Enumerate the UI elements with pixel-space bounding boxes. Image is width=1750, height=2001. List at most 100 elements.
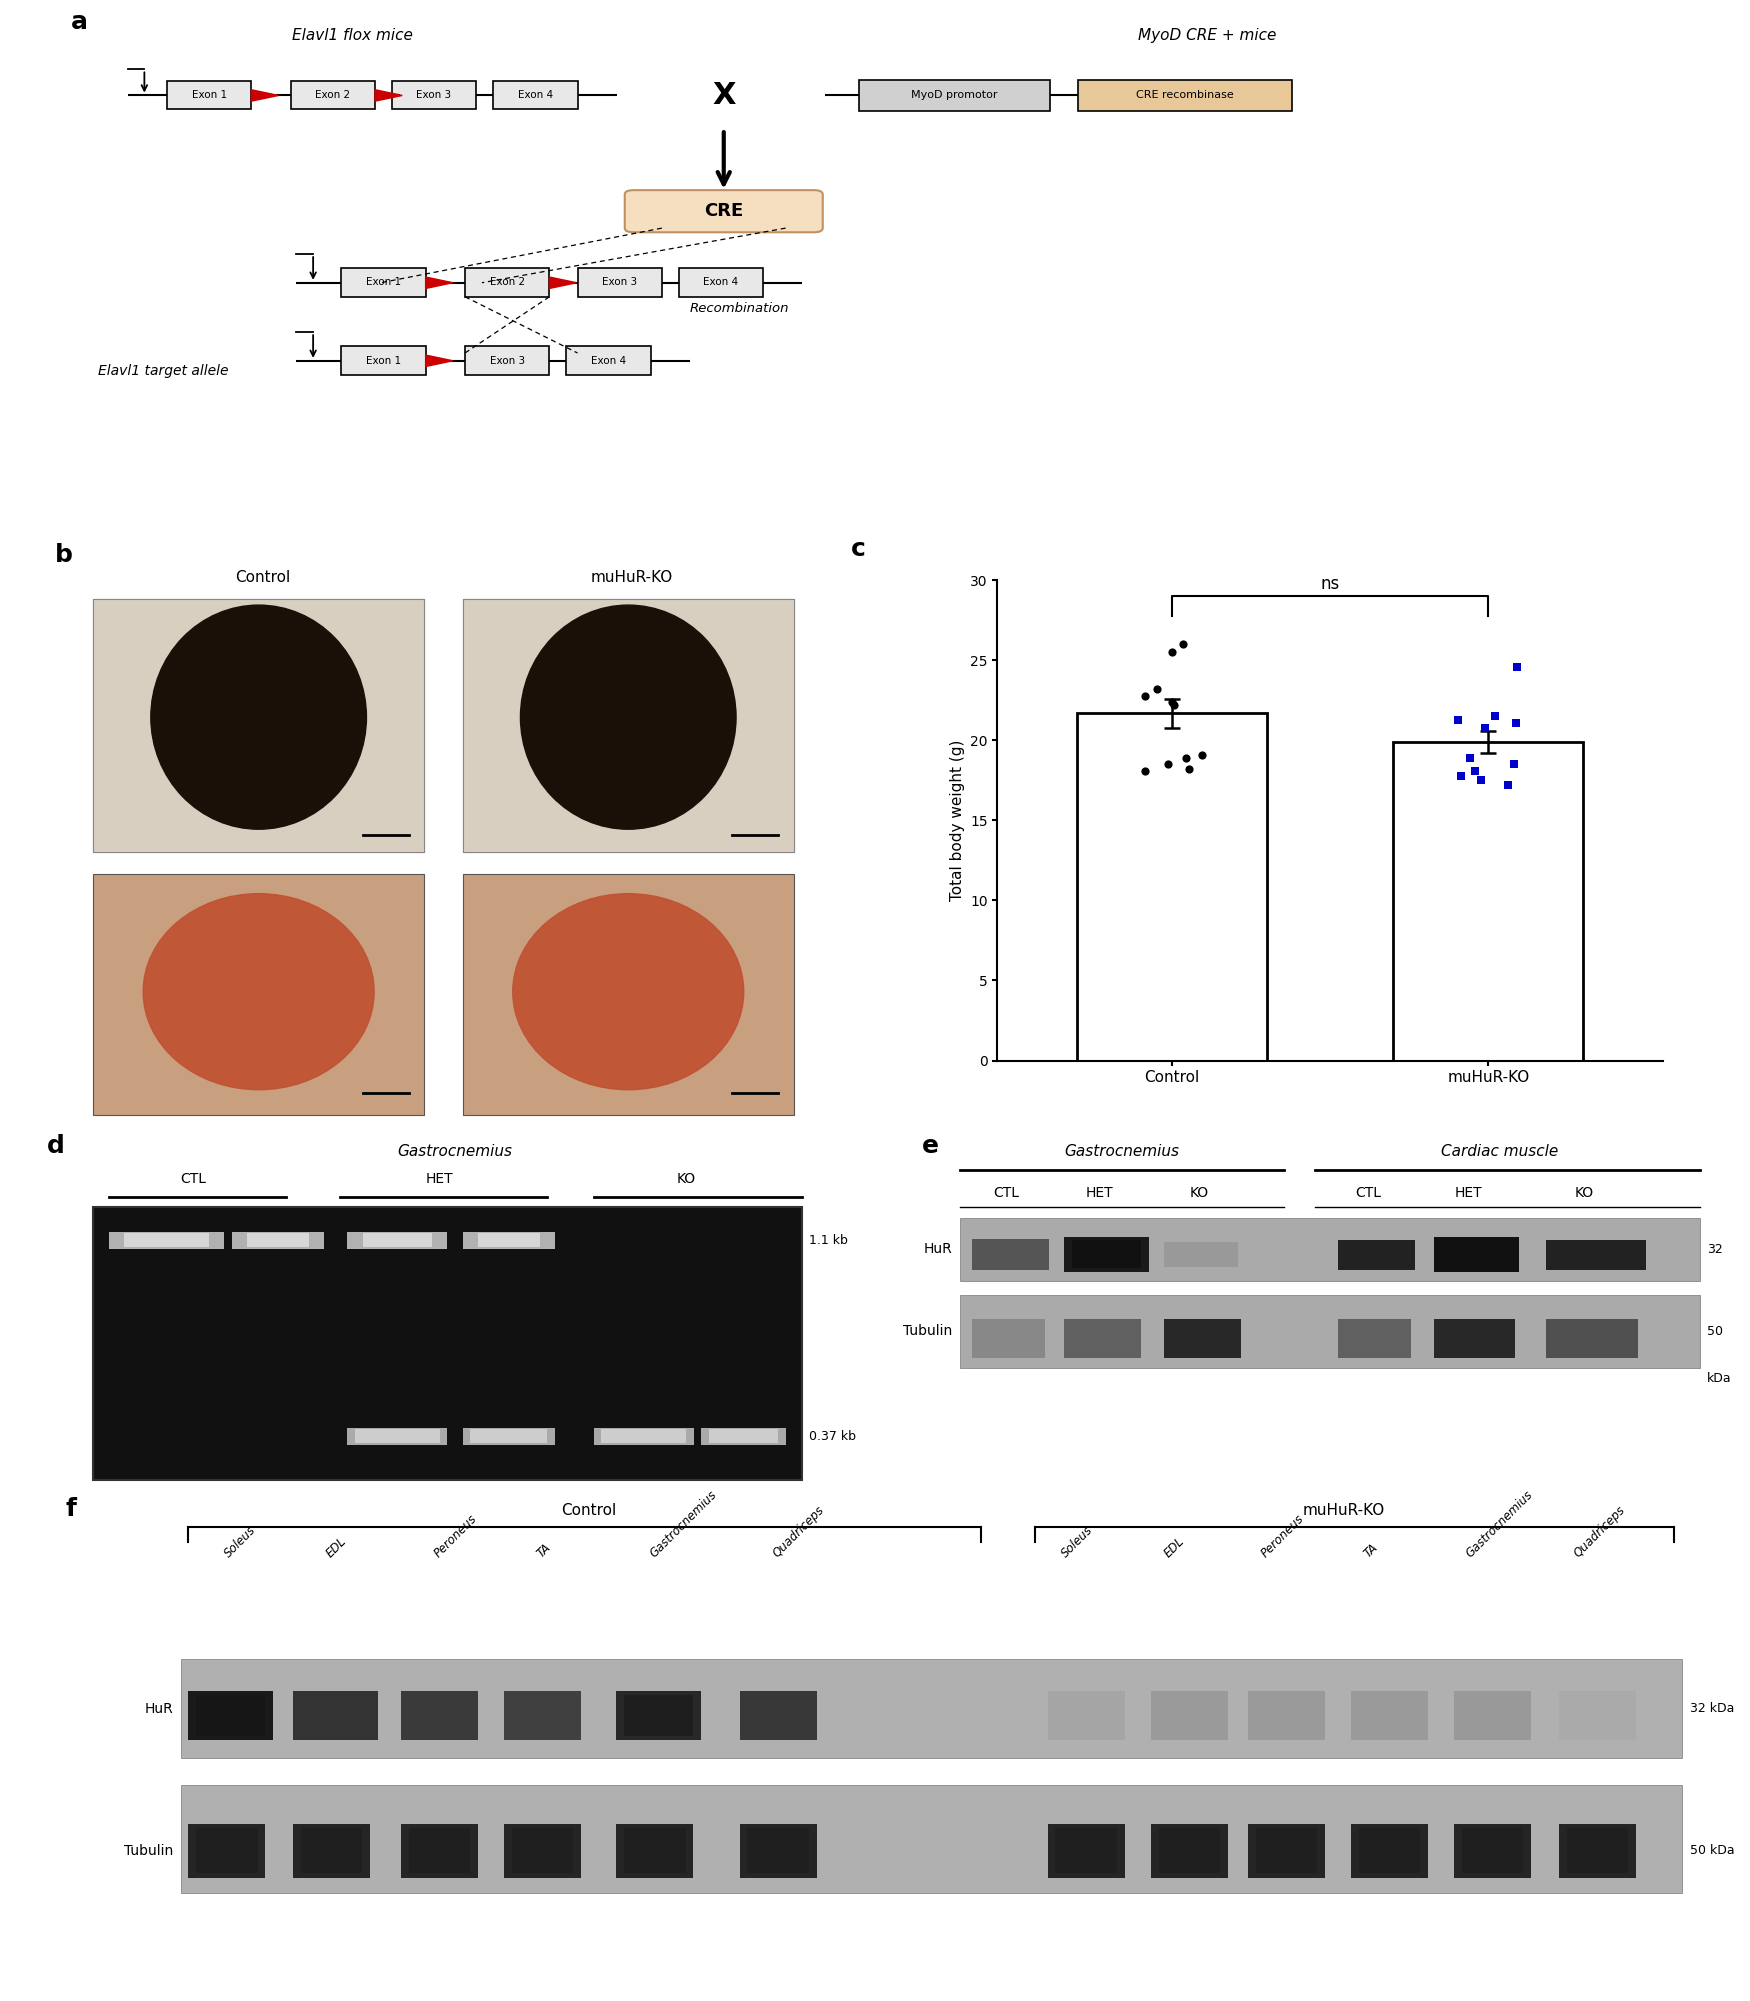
Text: Exon 1: Exon 1 (191, 90, 228, 100)
Bar (408, 1829, 471, 1873)
Bar (1078, 80, 1292, 110)
Bar (466, 268, 550, 296)
Bar (462, 1231, 555, 1249)
Text: CTL: CTL (1356, 1187, 1381, 1201)
Bar (740, 1823, 817, 1877)
Bar (93, 600, 424, 852)
Text: e: e (922, 1133, 940, 1157)
Ellipse shape (144, 894, 374, 1091)
Text: CTL: CTL (180, 1173, 206, 1187)
Text: EDL: EDL (1162, 1535, 1186, 1561)
Point (1130, 754, 1158, 786)
Bar (408, 1695, 471, 1735)
Point (1493, 768, 1521, 800)
Bar (1048, 1823, 1125, 1877)
Text: c: c (850, 536, 866, 560)
Bar (346, 1429, 448, 1445)
Text: Cardiac muscle: Cardiac muscle (1440, 1145, 1558, 1159)
Text: ns: ns (1320, 574, 1340, 592)
Point (1502, 706, 1530, 738)
Bar (1433, 1237, 1519, 1273)
Bar (478, 1233, 539, 1247)
Bar (616, 1823, 693, 1877)
Bar (511, 1695, 574, 1735)
Point (1461, 754, 1489, 786)
Bar (301, 1695, 369, 1735)
Bar (247, 1233, 308, 1247)
Y-axis label: Total body weight (g): Total body weight (g) (950, 740, 964, 900)
Bar (1545, 1319, 1638, 1357)
Bar (1064, 1319, 1141, 1357)
Point (1500, 748, 1528, 780)
Text: TA: TA (1362, 1541, 1381, 1561)
Bar (1351, 1691, 1428, 1741)
Bar (93, 874, 424, 1115)
Text: TA: TA (536, 1541, 555, 1561)
Text: a: a (72, 10, 88, 34)
Bar (1433, 1319, 1516, 1357)
Bar (180, 1659, 1682, 1759)
Text: HET: HET (425, 1173, 453, 1187)
Bar (93, 600, 424, 852)
Bar (740, 1691, 817, 1741)
Polygon shape (425, 276, 453, 288)
Point (1158, 686, 1186, 718)
Bar (341, 346, 425, 374)
Text: Control: Control (562, 1503, 616, 1517)
Bar (466, 346, 550, 374)
Bar (859, 80, 1050, 110)
Bar (462, 1429, 555, 1445)
Text: Recombination: Recombination (690, 302, 789, 316)
Bar (747, 1695, 808, 1735)
Point (1143, 672, 1171, 704)
Ellipse shape (150, 604, 366, 828)
Point (1153, 748, 1181, 780)
Text: Peroneus: Peroneus (1258, 1513, 1307, 1561)
Text: 32: 32 (1708, 1243, 1724, 1255)
Point (1480, 700, 1508, 732)
Text: Elavl1 flox mice: Elavl1 flox mice (292, 28, 413, 44)
Text: MyoD promotor: MyoD promotor (912, 90, 997, 100)
Text: Quadriceps: Quadriceps (1572, 1505, 1628, 1561)
Point (1169, 628, 1197, 660)
Bar (493, 80, 578, 110)
Bar (602, 1429, 686, 1443)
Text: Elavl1 target allele: Elavl1 target allele (98, 364, 229, 378)
Bar (196, 1695, 266, 1735)
Bar (189, 1823, 266, 1877)
Bar (1358, 1829, 1421, 1873)
Bar (1454, 1823, 1531, 1877)
Bar (1337, 1241, 1414, 1271)
Bar (578, 268, 662, 296)
Text: Gastrocnemius: Gastrocnemius (397, 1145, 513, 1159)
Point (1188, 738, 1216, 770)
Text: Soleus: Soleus (222, 1525, 259, 1561)
Bar (1559, 1823, 1636, 1877)
Bar (1248, 1691, 1325, 1741)
Bar (471, 1429, 548, 1443)
FancyBboxPatch shape (625, 190, 822, 232)
Point (1447, 760, 1475, 792)
Point (1158, 636, 1186, 668)
Bar (747, 1829, 808, 1873)
Bar (124, 1233, 208, 1247)
Text: CTL: CTL (994, 1187, 1020, 1201)
Polygon shape (374, 90, 402, 102)
Bar (1064, 1237, 1150, 1273)
Text: Control: Control (234, 570, 290, 584)
Polygon shape (550, 276, 576, 288)
Polygon shape (252, 90, 278, 102)
Text: 1.1 kb: 1.1 kb (808, 1235, 849, 1247)
Text: Gastrocnemius: Gastrocnemius (1463, 1489, 1535, 1561)
Text: Soleus: Soleus (1059, 1525, 1096, 1561)
Text: b: b (54, 544, 72, 568)
Bar (93, 1207, 802, 1481)
Point (1466, 764, 1494, 796)
Bar (346, 1231, 448, 1249)
Text: MyoD CRE + mice: MyoD CRE + mice (1138, 28, 1278, 44)
Text: Gastrocnemius: Gastrocnemius (1064, 1145, 1180, 1159)
Bar (1393, 742, 1584, 1061)
Point (1176, 752, 1204, 784)
Text: Exon 4: Exon 4 (704, 278, 738, 288)
Text: d: d (47, 1133, 65, 1157)
